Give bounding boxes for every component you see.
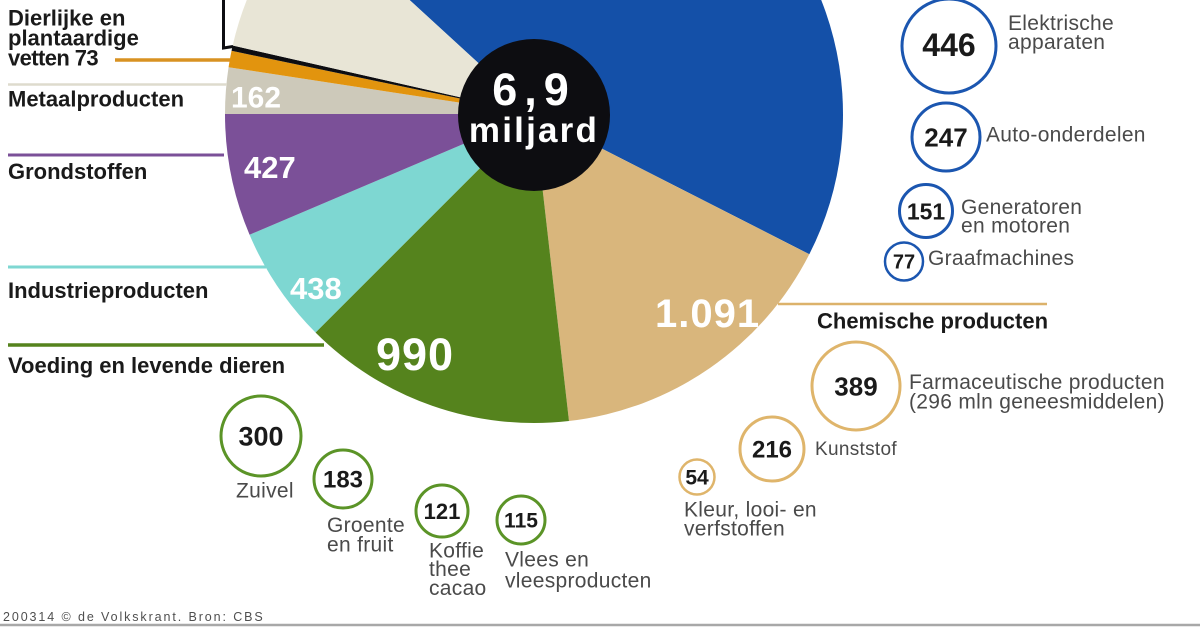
svg-text:77: 77 xyxy=(893,252,915,274)
svg-text:Grondstoffen: Grondstoffen xyxy=(8,159,147,184)
svg-text:Elektrische: Elektrische xyxy=(1008,12,1114,35)
svg-text:Graafmachines: Graafmachines xyxy=(928,247,1074,270)
svg-text:Zuivel: Zuivel xyxy=(236,480,294,503)
svg-text:Industrieproducten: Industrieproducten xyxy=(8,278,208,303)
svg-text:Kleur, looi- en: Kleur, looi- en xyxy=(684,499,817,522)
svg-text:54: 54 xyxy=(685,467,709,490)
svg-text:plantaardige: plantaardige xyxy=(8,26,139,51)
svg-text:thee: thee xyxy=(429,558,471,581)
svg-text:115: 115 xyxy=(504,510,538,533)
svg-text:Metaalproducten: Metaalproducten xyxy=(8,87,184,112)
svg-text:Dierlijke en: Dierlijke en xyxy=(8,6,125,31)
svg-text:Voeding en levende dieren: Voeding en levende dieren xyxy=(8,353,285,378)
svg-text:miljard: miljard xyxy=(469,111,599,150)
svg-text:247: 247 xyxy=(924,122,967,152)
svg-text:vetten 73: vetten 73 xyxy=(8,46,98,71)
svg-text:300: 300 xyxy=(238,422,283,452)
svg-text:cacao: cacao xyxy=(429,577,487,600)
svg-text:183: 183 xyxy=(323,467,363,494)
svg-text:427: 427 xyxy=(244,150,296,185)
svg-text:151: 151 xyxy=(907,198,946,224)
svg-text:389: 389 xyxy=(834,371,877,401)
svg-text:990: 990 xyxy=(376,329,454,380)
svg-text:(296 mln geneesmiddelen): (296 mln geneesmiddelen) xyxy=(909,391,1165,414)
svg-text:Generatoren: Generatoren xyxy=(961,196,1082,219)
svg-text:216: 216 xyxy=(752,437,792,464)
svg-text:438: 438 xyxy=(290,271,342,306)
svg-text:en motoren: en motoren xyxy=(961,215,1070,238)
svg-text:Groente: Groente xyxy=(327,514,405,537)
svg-text:Farmaceutische producten: Farmaceutische producten xyxy=(909,371,1165,394)
svg-text:en fruit: en fruit xyxy=(327,534,394,557)
svg-text:121: 121 xyxy=(424,499,461,524)
svg-text:200314 © de Volkskrant. Bron:: 200314 © de Volkskrant. Bron: CBS xyxy=(3,610,265,624)
svg-text:Auto-onderdelen: Auto-onderdelen xyxy=(986,124,1146,147)
svg-text:Koffie: Koffie xyxy=(429,540,484,563)
svg-text:apparaten: apparaten xyxy=(1008,31,1105,54)
svg-text:446: 446 xyxy=(922,27,975,63)
svg-text:1.091: 1.091 xyxy=(655,292,760,336)
svg-text:verfstoffen: verfstoffen xyxy=(684,518,785,541)
svg-text:Kunststof: Kunststof xyxy=(815,439,897,460)
svg-text:6,9: 6,9 xyxy=(492,64,576,115)
svg-text:Vlees en: Vlees en xyxy=(505,549,589,572)
svg-text:162: 162 xyxy=(231,82,281,115)
svg-text:vleesproducten: vleesproducten xyxy=(505,570,652,593)
svg-text:Chemische producten: Chemische producten xyxy=(817,309,1048,334)
